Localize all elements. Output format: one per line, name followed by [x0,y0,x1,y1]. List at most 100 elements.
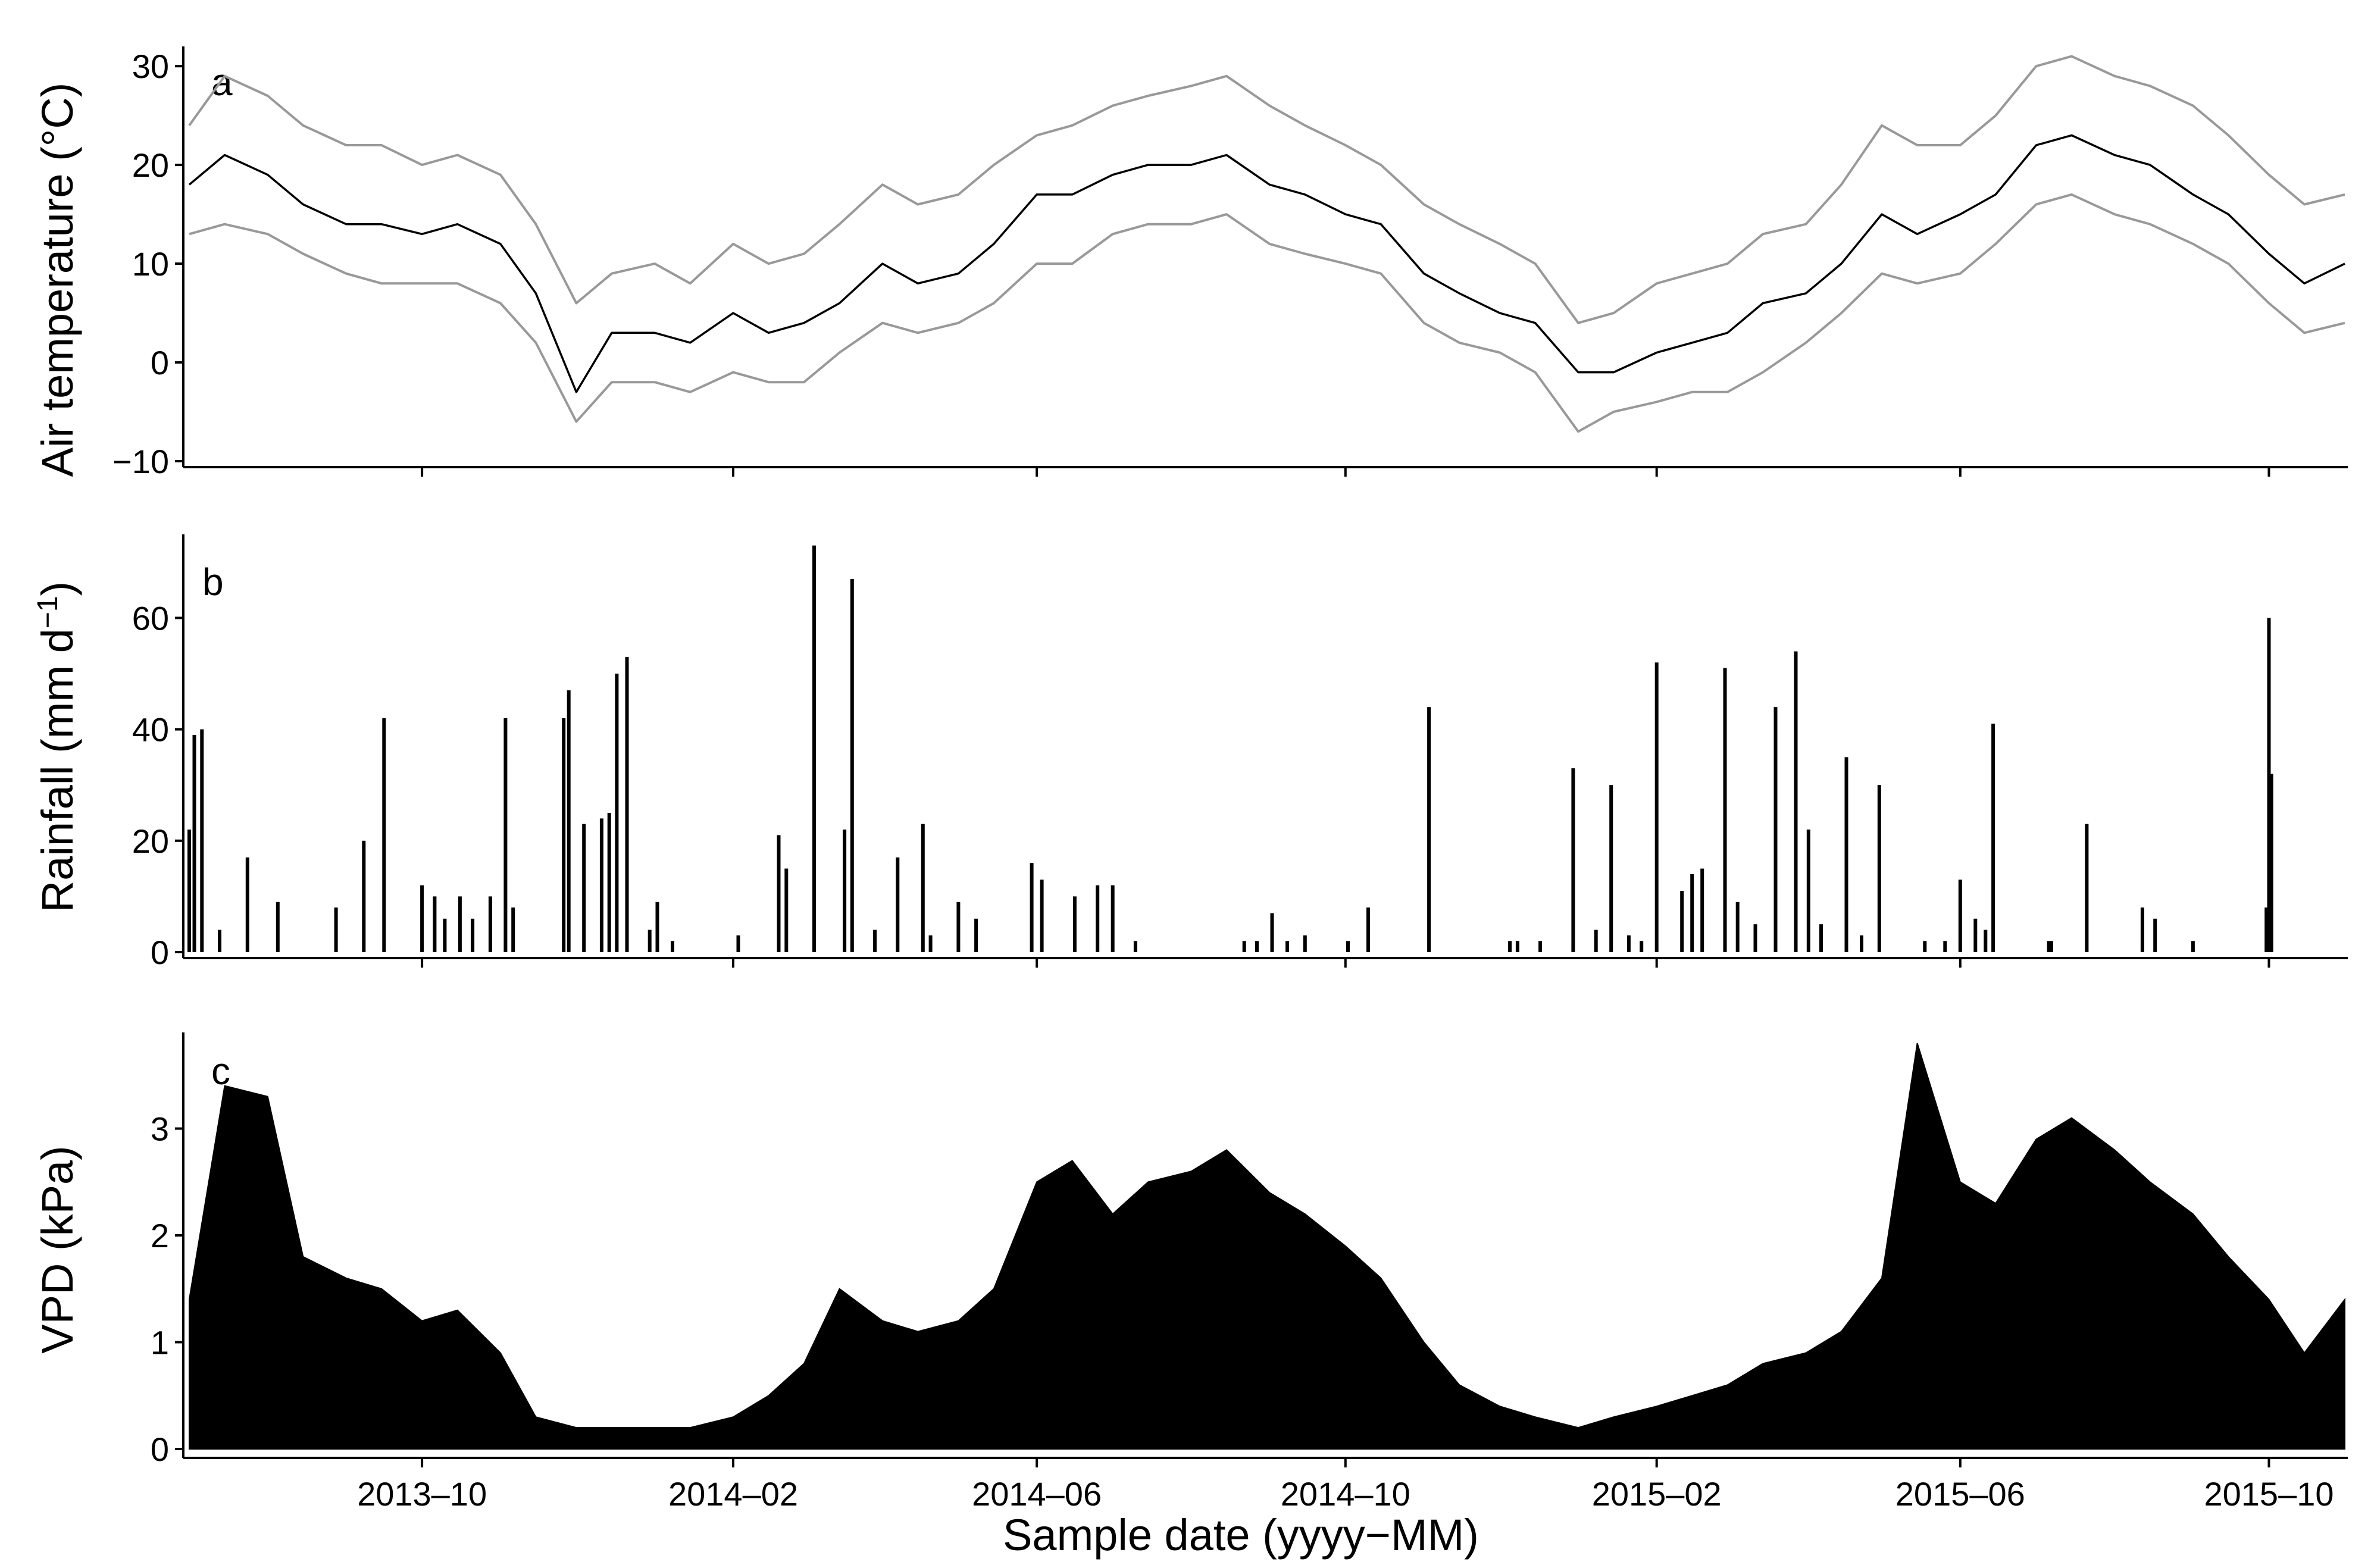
rainfall-bar [599,818,603,952]
x-tick-label: 2014–10 [1281,1475,1410,1513]
rainfall-bar [1111,885,1115,952]
rainfall-bar [511,907,515,952]
panel-a-plot-area [188,55,2345,433]
y-tick-label: 40 [132,711,169,749]
rainfall-bar [928,935,933,952]
rainfall-bar [1958,880,1962,952]
panel-c-vpd: c 0 1 2 3 VPD (kPa) [33,1032,2348,1468]
rainfall-bar [1255,941,1259,952]
rainfall-bar [562,718,566,952]
rainfall-bar [471,918,475,952]
panel-c-plot-area [189,1043,2345,1450]
rainfall-bar [1626,935,1631,952]
rainfall-bar [812,545,816,952]
y-tick-label: 10 [132,245,169,283]
panel-c-y-ticks: 0 1 2 3 [151,1032,2348,1468]
temperature-series-daily-maximum [188,55,2345,324]
rainfall-bar [1242,941,1246,952]
rainfall-bar [1844,757,1848,952]
rainfall-bar [1973,918,1978,952]
panel-c-label: c [211,1050,230,1093]
rainfall-bar [1690,874,1694,952]
rainfall-bar [1346,941,1350,952]
rainfall-bar [736,935,740,952]
rainfall-bar [2191,941,2195,952]
rainfall-bar [200,729,204,952]
rainfall-bar [245,857,249,952]
temperature-series-daily-minimum [189,193,2345,433]
rainfall-bar [1735,902,1740,952]
rainfall-bar [2269,774,2273,952]
rainfall-bar [1270,913,1274,952]
rainfall-bar [873,929,877,952]
x-tick-label: 2015–10 [2204,1475,2334,1513]
rainfall-bar [218,929,221,952]
rainfall-bar [896,857,900,952]
rainfall-bar [1943,941,1947,952]
rainfall-bar [1303,935,1307,952]
rainfall-bar [1923,941,1927,952]
rainfall-bar [433,896,437,952]
y-tick-label: 20 [132,822,169,860]
rainfall-bar [1723,668,1727,952]
rainfall-bar [567,690,571,952]
panel-c-y-axis-title: VPD (kPa) [33,1146,82,1354]
panel-b-y-axis-title-superscript: −1 [32,596,64,628]
y-tick-label: 30 [132,48,169,85]
rainfall-bar [362,840,366,952]
x-tick-label: 2013–10 [357,1475,487,1513]
vpd-series [189,1043,2345,1450]
rainfall-bar [921,824,925,952]
rainfall-bar [1609,785,1613,952]
rainfall-bar [1700,868,1704,952]
x-tick-label: 2015–06 [1895,1475,2025,1513]
rainfall-bar [276,902,280,952]
panel-b-y-axis-title: Rainfall (mm d−1) [32,581,82,912]
rainfall-bar [2047,941,2051,952]
x-tick-label: 2014–02 [668,1475,798,1513]
rainfall-bar [1515,941,1519,952]
rainfall-bar [1133,941,1137,952]
panel-b-rainfall: b 0 20 40 60 Rainfall (mm d−1) [32,534,2348,971]
panel-b-label: b [202,561,224,603]
rainfall-bar [671,941,674,952]
rainfall-bar [1806,830,1810,952]
rainfall-bar [648,929,652,952]
y-tick-label: −10 [112,443,169,480]
rainfall-bar [607,813,611,952]
rainfall-bar [382,718,386,952]
rainfall-bar [655,902,659,952]
rainfall-bar [443,918,447,952]
rainfall-bar [843,830,847,952]
rainfall-bar [2085,824,2089,952]
rainfall-bar [1072,896,1077,952]
y-tick-label: 20 [132,146,169,184]
rainfall-bar [1285,941,1289,952]
rainfall-bar [2264,907,2269,952]
panel-b-y-ticks: 0 20 40 60 [132,534,2348,971]
rainfall-bar [1427,707,1431,952]
rainfall-bar [784,868,789,952]
rainfall-bar [777,835,781,952]
rainfall-bar [187,830,191,952]
rainfall-bar [1860,935,1863,952]
rainfall-bar [458,896,462,952]
rainfall-bar [1040,880,1044,952]
rainfall-bar [615,674,619,952]
y-tick-label: 2 [151,1217,169,1254]
y-tick-label: 0 [151,1431,169,1468]
rainfall-bar [420,885,424,952]
panel-a-y-axis-title: Air temperature (°C) [33,83,82,477]
rainfall-bar [1508,941,1512,952]
x-axis: 2013–10 2014–02 2014–06 2014–10 2015–02 2015–… [357,1475,2334,1513]
panel-a-label: a [211,61,233,104]
panel-a-y-ticks: −10 0 10 20 30 [112,46,2348,480]
rainfall-bar [1991,724,1995,952]
y-tick-label: 60 [132,599,169,637]
rainfall-bar [503,718,508,952]
rainfall-bar [1794,651,1798,952]
rainfall-bar [1538,941,1543,952]
y-tick-label: 0 [151,934,169,971]
rainfall-bar [1773,707,1778,952]
